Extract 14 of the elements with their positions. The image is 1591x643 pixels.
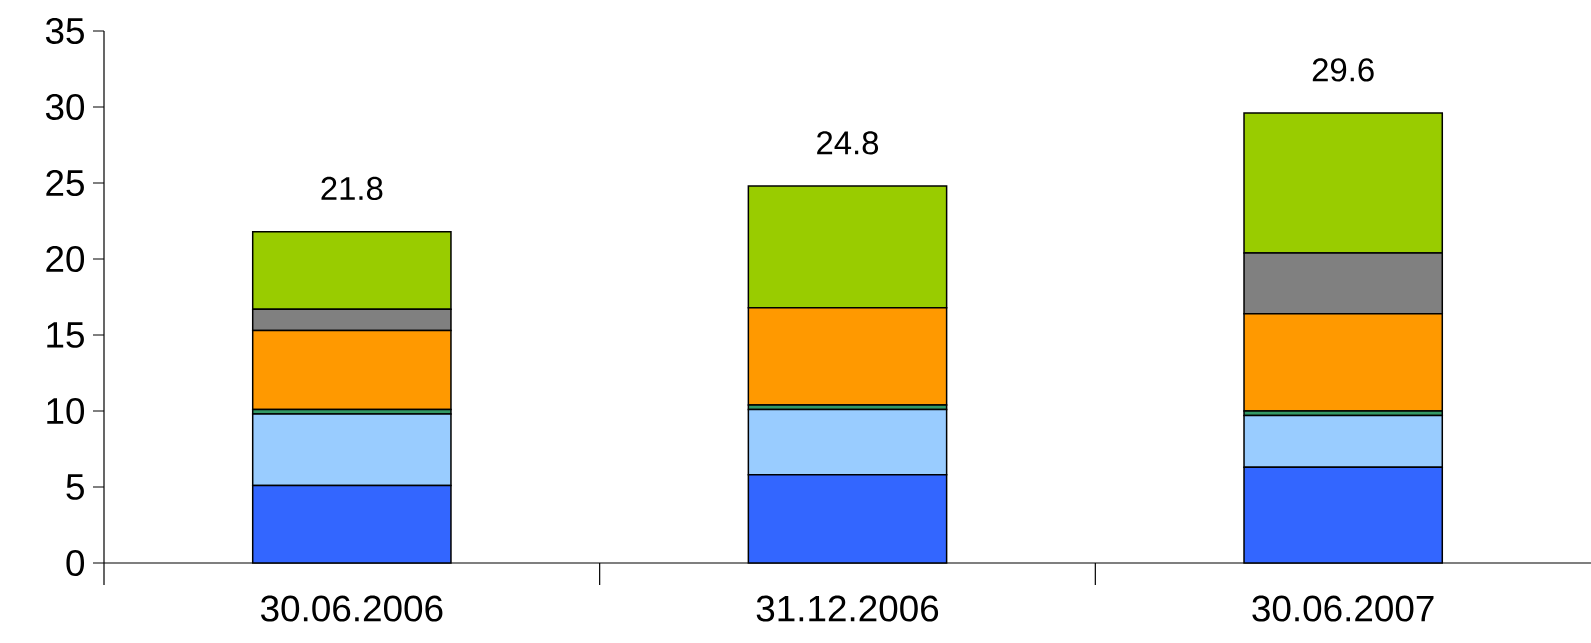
y-tick-label: 5 bbox=[66, 474, 84, 500]
x-tick-label: 30.06.2007 bbox=[1252, 595, 1434, 622]
y-tick-label: 30 bbox=[45, 93, 85, 121]
y-tick-label: 0 bbox=[66, 549, 85, 577]
x-tick-label: 31.12.2006 bbox=[756, 595, 939, 622]
total-label: 29.6 bbox=[1312, 58, 1374, 82]
x-tick-label: 30.06.2006 bbox=[260, 595, 443, 622]
total-label: 24.8 bbox=[817, 131, 879, 155]
total-label: 21.8 bbox=[321, 176, 383, 201]
y-tick-label: 35 bbox=[45, 17, 84, 45]
y-tick-label: 20 bbox=[46, 245, 85, 273]
y-tick-label: 25 bbox=[46, 169, 84, 197]
y-tick-label: 10 bbox=[47, 397, 85, 425]
y-tick-label: 15 bbox=[47, 322, 84, 348]
